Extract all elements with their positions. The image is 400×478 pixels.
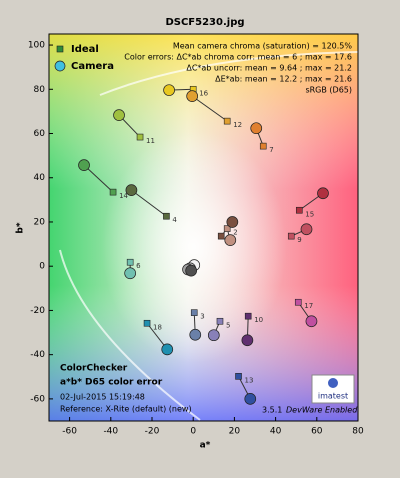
patch-label: 6 [136, 262, 141, 270]
camera-point [305, 315, 318, 328]
mode: DevWare Enabled [286, 406, 358, 415]
x-tick-label: -20 [145, 427, 160, 437]
ideal-point [163, 212, 170, 220]
camera-point [300, 223, 313, 236]
camera-point [226, 216, 239, 228]
x-tick-label: 40 [270, 427, 282, 437]
y-tick-label: 100 [28, 41, 45, 51]
info-line: 02-Jul-2015 15:19:48 [60, 393, 145, 402]
camera-point [185, 264, 197, 277]
camera-point [241, 334, 254, 347]
y-tick-label: 40 [34, 173, 46, 183]
ideal-point [126, 258, 134, 266]
y-tick-label: 0 [39, 262, 45, 272]
patch-label: 2 [233, 229, 237, 237]
y-tick-label: 20 [34, 217, 46, 227]
y-tick-label: 60 [34, 129, 46, 139]
logo-icon [328, 378, 338, 388]
plot-frame [48, 33, 359, 422]
x-tick-label: 80 [352, 427, 364, 437]
legend-marker [54, 60, 66, 72]
brand: imatest [318, 392, 348, 401]
logo-box [311, 374, 355, 404]
legend-label: Ideal [71, 44, 99, 55]
y-tick-label: -20 [30, 306, 45, 316]
stat-line: sRGB (D65) [305, 86, 352, 95]
ideal-point [294, 298, 302, 306]
ideal-point [223, 117, 231, 125]
camera-point [207, 329, 220, 342]
patch-label: 16 [199, 89, 208, 97]
patch-label: 5 [226, 321, 230, 329]
ideal-point [223, 225, 231, 232]
camera-point [161, 343, 174, 356]
info-title: ColorChecker [60, 364, 128, 374]
y-tick-label: 80 [34, 85, 46, 95]
info-line: Reference: X-Rite (default) (new) [60, 405, 192, 414]
camera-point [317, 187, 329, 200]
patch-label: 17 [304, 302, 313, 310]
stat-line: ΔE*ab: mean = 12.2 ; max = 21.6 [215, 75, 352, 84]
ideal-point [190, 309, 198, 316]
version: 3.5.1 [262, 406, 282, 415]
chart-title: DSCF5230.jpg [165, 17, 244, 28]
patch-label: 10 [254, 316, 263, 324]
camera-point [244, 393, 257, 405]
ideal-point [136, 133, 144, 141]
plot-layer: 12345679101112131415161718 [78, 84, 329, 405]
patch-label: 11 [146, 137, 155, 145]
y-tick-label: -60 [30, 394, 45, 404]
x-tick-label: 0 [190, 427, 196, 437]
x-tick-label: 20 [229, 427, 241, 437]
ideal-point [259, 142, 267, 150]
camera-point [113, 109, 125, 122]
patch-label: 18 [153, 323, 162, 331]
x-axis-label: a* [200, 441, 211, 451]
patch-label: 7 [269, 146, 273, 154]
stat-line: ΔC*ab uncorr: mean = 9.64 ; max = 21.2 [186, 64, 352, 73]
patch-label: 12 [233, 121, 242, 129]
camera-point [250, 122, 263, 135]
info-line: a*b* D65 color error [60, 378, 163, 388]
x-tick-label: 60 [311, 427, 323, 437]
camera-point [163, 84, 175, 97]
error-connector [83, 164, 114, 193]
legend-marker [56, 45, 64, 53]
ideal-point [295, 206, 303, 214]
y-tick-label: -40 [30, 350, 45, 360]
stat-line: Color errors: ΔC*ab chroma corr: mean = … [124, 53, 352, 62]
camera-point [124, 267, 137, 280]
patch-label: 3 [200, 313, 204, 321]
ideal-point [109, 188, 117, 196]
stat-line: Mean camera chroma (saturation) = 120.5% [173, 42, 353, 51]
patch-label: 14 [119, 192, 128, 200]
camera-point [78, 159, 90, 171]
camera-point [224, 234, 237, 246]
camera-point [186, 90, 199, 102]
y-axis-label: b* [16, 222, 26, 233]
camera-point [189, 328, 202, 341]
patch-label: 9 [297, 236, 301, 244]
x-tick-label: -60 [62, 427, 77, 437]
patch-label: 15 [305, 210, 314, 218]
x-tick-label: -40 [103, 427, 118, 437]
camera-point [125, 184, 138, 196]
ideal-point [244, 312, 252, 320]
ideal-point [216, 317, 224, 325]
error-connector [131, 189, 167, 217]
ideal-point [217, 232, 225, 240]
ideal-point [235, 373, 242, 380]
ideal-point [143, 319, 151, 327]
patch-label: 13 [245, 376, 254, 384]
legend-label: Camera [71, 61, 114, 72]
patch-label: 4 [172, 216, 177, 224]
ideal-point [287, 232, 295, 240]
error-connector [191, 95, 228, 122]
